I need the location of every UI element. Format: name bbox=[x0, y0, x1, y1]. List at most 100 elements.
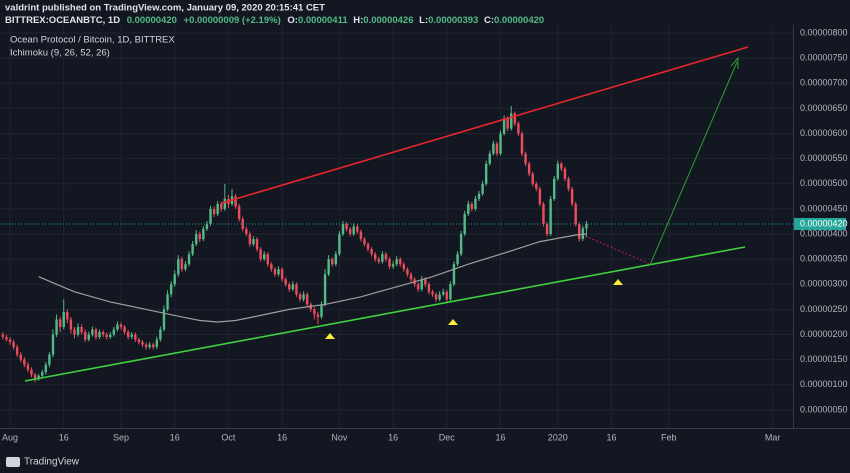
candle-body bbox=[105, 334, 108, 338]
y-tick-label: 0.00000400 bbox=[800, 228, 848, 238]
candle-body bbox=[366, 244, 370, 250]
candle-body bbox=[459, 234, 463, 255]
ohlc-label: L: bbox=[419, 15, 428, 26]
candle-body bbox=[33, 374, 37, 379]
y-tick-label: 0.00000800 bbox=[800, 27, 848, 37]
projection-up bbox=[649, 61, 738, 266]
candle-body bbox=[456, 254, 459, 265]
candle-body bbox=[94, 329, 98, 338]
footer bbox=[0, 450, 850, 473]
candle-body bbox=[23, 359, 26, 365]
candle-body bbox=[359, 231, 363, 240]
candle-body bbox=[513, 113, 517, 124]
x-tick-label: 16 bbox=[606, 432, 616, 442]
candle-body bbox=[216, 203, 219, 214]
candle-body bbox=[395, 259, 398, 265]
candle-body bbox=[477, 193, 481, 199]
candle-body bbox=[313, 309, 316, 315]
candle-body bbox=[245, 229, 248, 235]
candle-body bbox=[187, 254, 191, 265]
x-tick-label: Dec bbox=[439, 432, 456, 442]
candle-body bbox=[427, 284, 431, 292]
y-tick-label: 0.00000200 bbox=[800, 329, 848, 339]
candle-body bbox=[255, 239, 259, 250]
candle-body bbox=[241, 218, 244, 230]
last-price: 0.00000420 bbox=[127, 15, 177, 26]
x-tick-label: Mar bbox=[765, 432, 781, 442]
chart-title: Ocean Protocol / Bitcoin, 1D, BITTREX bbox=[10, 35, 175, 46]
ohlc-value: 0.00000420 bbox=[494, 15, 544, 26]
candle-body bbox=[327, 259, 330, 275]
candle-body bbox=[202, 229, 205, 240]
candle-body bbox=[280, 269, 284, 280]
candle-body bbox=[98, 332, 101, 338]
plot bbox=[0, 105, 793, 383]
candle-body bbox=[449, 284, 452, 300]
candle-body bbox=[194, 234, 198, 245]
candle-body bbox=[506, 118, 509, 129]
y-tick-label: 0.00000300 bbox=[800, 279, 848, 289]
candle-body bbox=[130, 334, 133, 338]
candle-body bbox=[91, 329, 94, 335]
y-tick-label: 0.00000050 bbox=[800, 404, 848, 414]
candle-body bbox=[556, 163, 560, 179]
y-tick-label: 0.00000150 bbox=[800, 354, 848, 364]
indicator-label: Ichimoku (9, 26, 52, 26) bbox=[10, 48, 110, 59]
candle-body bbox=[463, 213, 466, 235]
candle-body bbox=[535, 183, 538, 189]
ohlc-label: C: bbox=[484, 15, 494, 26]
candle-body bbox=[567, 178, 570, 189]
y-tick-label: 0.00000500 bbox=[800, 178, 848, 188]
candle-body bbox=[30, 369, 33, 375]
y-tick-label: 0.00000350 bbox=[800, 254, 848, 264]
y-tick-label: 0.00000600 bbox=[800, 128, 848, 138]
candle-body bbox=[377, 259, 380, 262]
support-line bbox=[24, 246, 746, 382]
published-line: valdrint published on TradingView.com, J… bbox=[5, 3, 325, 14]
candle-body bbox=[363, 239, 366, 245]
candle-body bbox=[531, 173, 534, 184]
candle-body bbox=[574, 203, 577, 224]
candle-body bbox=[273, 269, 277, 275]
candle-body bbox=[570, 188, 574, 204]
candle-body bbox=[44, 364, 48, 373]
y-tick-label: 0.00000650 bbox=[800, 103, 848, 113]
candle-body bbox=[348, 229, 352, 235]
x-tick-label: 16 bbox=[170, 432, 180, 442]
candle-body bbox=[248, 234, 252, 245]
candle-body bbox=[137, 339, 141, 343]
candle-body bbox=[445, 291, 449, 300]
candle-body bbox=[373, 254, 377, 260]
candle-body bbox=[391, 264, 395, 267]
candle-body bbox=[252, 239, 255, 245]
x-tick-label: Feb bbox=[661, 432, 677, 442]
candle-body bbox=[424, 279, 427, 285]
candle-body bbox=[8, 339, 12, 343]
candle-body bbox=[431, 291, 434, 295]
candle-body bbox=[237, 206, 241, 219]
candle-body bbox=[284, 279, 287, 285]
candle-body bbox=[19, 354, 22, 360]
candle-body bbox=[295, 284, 298, 295]
candle-body bbox=[370, 249, 373, 255]
ohlc-value: 0.00000393 bbox=[428, 15, 478, 26]
candle-body bbox=[341, 223, 345, 235]
x-tick-label: 2020 bbox=[548, 432, 568, 442]
drawings bbox=[24, 46, 749, 382]
x-tick-label: 16 bbox=[59, 432, 69, 442]
resistance-line bbox=[221, 46, 749, 204]
candle-body bbox=[259, 249, 262, 260]
candle-body bbox=[356, 226, 359, 232]
y-tick-label: 0.00000100 bbox=[800, 379, 848, 389]
candle-body bbox=[234, 196, 237, 207]
candle-body bbox=[452, 264, 456, 285]
symbol: BITTREX:OCEANBTC, 1D bbox=[5, 15, 120, 26]
candle-body bbox=[166, 294, 169, 310]
candle-body bbox=[488, 153, 491, 164]
candle-body bbox=[73, 329, 76, 335]
candle-body bbox=[527, 163, 531, 174]
candle-body bbox=[69, 319, 73, 330]
candle-body bbox=[87, 334, 91, 340]
x-tick-label: Aug bbox=[2, 432, 18, 442]
